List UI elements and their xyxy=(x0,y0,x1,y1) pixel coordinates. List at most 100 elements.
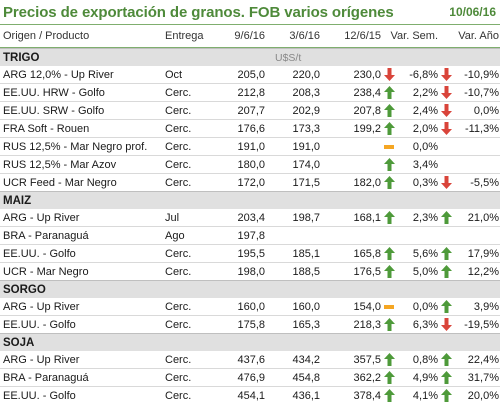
row-price-1: 180,0 xyxy=(237,158,265,171)
row-origin: UCR - Mar Negro xyxy=(3,265,89,278)
table-row: ARG - Up River Cerc. 437,6 434,2 357,5 0,8% 22… xyxy=(0,351,500,369)
arrow-up-icon xyxy=(381,122,397,135)
row-var-week: 0,3% xyxy=(412,176,438,189)
arrow-up-icon xyxy=(438,211,454,224)
row-var-week: 2,3% xyxy=(412,211,438,224)
row-origin: EE.UU. HRW - Golfo xyxy=(3,86,105,99)
table-row: EE.UU. SRW - Golfo Cerc. 207,7 202,9 207,8 2,… xyxy=(0,102,500,120)
row-var-week: 5,0% xyxy=(412,265,438,278)
section-name: TRIGO xyxy=(3,51,40,64)
row-origin: ARG - Up River xyxy=(3,300,80,313)
row-var-week: 0,0% xyxy=(412,140,438,153)
row-var-week: 2,2% xyxy=(412,86,438,99)
row-price-3: 154,0 xyxy=(353,300,381,313)
arrow-up-icon xyxy=(381,211,397,224)
table-row: ARG - Up River Jul 203,4 198,7 168,1 2,3% 21,0… xyxy=(0,209,500,227)
arrow-up-icon xyxy=(381,265,397,278)
row-price-2: 188,5 xyxy=(292,265,320,278)
row-price-3: 238,4 xyxy=(353,86,381,99)
row-delivery: Cerc. xyxy=(165,247,192,260)
row-var-year: 31,7% xyxy=(467,371,499,384)
row-price-3: 182,0 xyxy=(353,176,381,189)
row-origin: BRA - Paranaguá xyxy=(3,229,89,242)
row-price-2: 171,5 xyxy=(292,176,320,189)
row-delivery: Jul xyxy=(165,211,180,224)
row-price-1: 176,6 xyxy=(237,122,265,135)
row-origin: ARG 12,0% - Up River xyxy=(3,68,114,81)
row-delivery: Oct xyxy=(165,68,183,81)
arrow-up-icon xyxy=(381,389,397,402)
row-var-week: 4,9% xyxy=(412,371,438,384)
arrow-down-icon xyxy=(438,104,454,117)
arrow-up-icon xyxy=(438,247,454,260)
row-var-year: -10,7% xyxy=(464,86,499,99)
arrow-up-icon xyxy=(381,104,397,117)
table-row: ARG - Up River Cerc. 160,0 160,0 154,0 0,0% 3,… xyxy=(0,298,500,316)
row-price-2: 174,0 xyxy=(292,158,320,171)
table-row: FRA Soft - Rouen Cerc. 176,6 173,3 199,2 2,0%… xyxy=(0,120,500,138)
header-date-2: 3/6/16 xyxy=(289,30,320,42)
header-date-1: 9/6/16 xyxy=(234,30,265,42)
row-price-2: 208,3 xyxy=(292,86,320,99)
table-row: ARG 12,0% - Up River Oct 205,0 220,0 230,0 -6… xyxy=(0,66,500,84)
section-header: TRIGO U$S/t xyxy=(0,48,500,66)
row-var-week: 3,4% xyxy=(412,158,438,171)
header-var-year: Var. Año xyxy=(458,30,499,42)
row-var-week: 2,0% xyxy=(412,122,438,135)
row-var-year: -11,3% xyxy=(464,122,499,135)
row-delivery: Cerc. xyxy=(165,122,192,135)
row-price-1: 454,1 xyxy=(237,389,265,402)
row-price-1: 437,6 xyxy=(237,353,265,366)
table-row: RUS 12,5% - Mar Azov Cerc. 180,0 174,0 3,4% xyxy=(0,156,500,174)
row-delivery: Cerc. xyxy=(165,371,192,384)
row-origin: UCR Feed - Mar Negro xyxy=(3,176,117,189)
arrow-up-icon xyxy=(381,371,397,384)
row-delivery: Cerc. xyxy=(165,158,192,171)
table-row: BRA - Paranaguá Ago 197,8 xyxy=(0,227,500,245)
row-delivery: Cerc. xyxy=(165,176,192,189)
row-origin: ARG - Up River xyxy=(3,353,80,366)
row-var-week: 0,8% xyxy=(412,353,438,366)
table-row: EE.UU. - Golfo Cerc. 175,8 165,3 218,3 6,3% -1… xyxy=(0,316,500,333)
header-delivery: Entrega xyxy=(165,30,204,42)
arrow-up-icon xyxy=(438,371,454,384)
row-origin: EE.UU. - Golfo xyxy=(3,318,76,331)
row-origin: FRA Soft - Rouen xyxy=(3,122,90,135)
row-price-1: 160,0 xyxy=(237,300,265,313)
section-header: SOJA xyxy=(0,333,500,351)
row-price-3: 168,1 xyxy=(353,211,381,224)
row-var-week: 5,6% xyxy=(412,247,438,260)
arrow-up-icon xyxy=(381,247,397,260)
row-price-2: 436,1 xyxy=(292,389,320,402)
row-price-3: 207,8 xyxy=(353,104,381,117)
row-price-1: 212,8 xyxy=(237,86,265,99)
row-origin: RUS 12,5% - Mar Azov xyxy=(3,158,117,171)
section-header: SORGO xyxy=(0,280,500,298)
arrow-down-icon xyxy=(438,176,454,189)
arrow-up-icon xyxy=(381,318,397,331)
table-row: EE.UU. HRW - Golfo Cerc. 212,8 208,3 238,4 2,… xyxy=(0,84,500,102)
arrow-up-icon xyxy=(381,86,397,99)
arrow-up-icon xyxy=(438,353,454,366)
row-origin: BRA - Paranaguá xyxy=(3,371,89,384)
arrow-down-icon xyxy=(438,86,454,99)
arrow-up-icon xyxy=(381,353,397,366)
row-delivery: Cerc. xyxy=(165,265,192,278)
table-row: RUS 12,5% - Mar Negro prof. Cerc. 191,0 191… xyxy=(0,138,500,156)
row-var-year: 3,9% xyxy=(473,300,499,313)
row-price-3: 362,2 xyxy=(353,371,381,384)
row-price-2: 191,0 xyxy=(292,140,320,153)
arrow-down-icon xyxy=(438,122,454,135)
arrow-up-icon xyxy=(381,176,397,189)
row-price-1: 191,0 xyxy=(237,140,265,153)
row-var-year: 22,4% xyxy=(467,353,499,366)
flat-dash-icon xyxy=(381,304,397,309)
row-var-year: 20,0% xyxy=(467,389,499,402)
row-price-2: 185,1 xyxy=(292,247,320,260)
row-price-1: 175,8 xyxy=(237,318,265,331)
row-origin: RUS 12,5% - Mar Negro prof. xyxy=(3,140,148,153)
arrow-up-icon xyxy=(438,300,454,313)
row-var-week: 6,3% xyxy=(412,318,438,331)
header-date-3: 12/6/15 xyxy=(344,30,381,42)
